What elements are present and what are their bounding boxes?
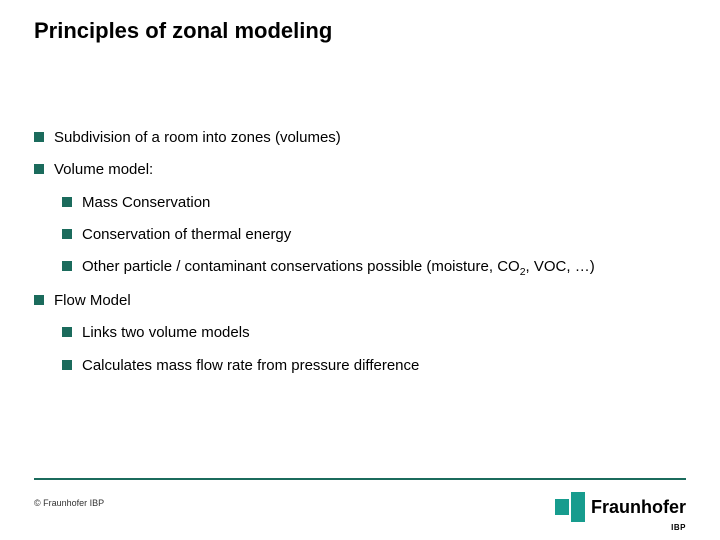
bullet-text: Volume model:: [54, 160, 153, 180]
square-bullet-icon: [62, 197, 72, 207]
square-bullet-icon: [62, 229, 72, 239]
square-bullet-icon: [34, 132, 44, 142]
bullet-text: Mass Conservation: [82, 193, 210, 213]
fraunhofer-logo-subtext: IBP: [671, 523, 686, 532]
square-bullet-icon: [62, 261, 72, 271]
fraunhofer-logo-icon: [555, 492, 585, 522]
fraunhofer-logo: Fraunhofer: [555, 492, 686, 522]
bullet-text: Flow Model: [54, 291, 131, 311]
bullet-text: Calculates mass flow rate from pressure …: [82, 356, 419, 376]
bullet-item: Volume model:: [34, 160, 674, 180]
bullet-text: Links two volume models: [82, 323, 250, 343]
bullet-subitem: Other particle / contaminant conservatio…: [62, 257, 674, 279]
bullet-subitem: Conservation of thermal energy: [62, 225, 674, 245]
slide: Principles of zonal modeling Subdivision…: [0, 0, 720, 540]
bullet-subitem: Calculates mass flow rate from pressure …: [62, 356, 674, 376]
footer-divider: [34, 478, 686, 480]
square-bullet-icon: [34, 295, 44, 305]
bullet-subitem: Mass Conservation: [62, 193, 674, 213]
square-bullet-icon: [62, 360, 72, 370]
bullet-text: Subdivision of a room into zones (volume…: [54, 128, 341, 148]
text-fragment: , VOC, …): [526, 258, 595, 275]
slide-title: Principles of zonal modeling: [34, 18, 332, 44]
square-bullet-icon: [34, 164, 44, 174]
copyright-text: © Fraunhofer IBP: [34, 498, 104, 508]
bullet-item: Flow Model: [34, 291, 674, 311]
content-area: Subdivision of a room into zones (volume…: [34, 128, 674, 388]
bullet-text: Other particle / contaminant conservatio…: [82, 257, 595, 279]
square-bullet-icon: [62, 327, 72, 337]
bullet-text: Conservation of thermal energy: [82, 225, 291, 245]
bullet-subitem: Links two volume models: [62, 323, 674, 343]
fraunhofer-logo-text: Fraunhofer: [591, 498, 686, 516]
bullet-item: Subdivision of a room into zones (volume…: [34, 128, 674, 148]
text-fragment: Other particle / contaminant conservatio…: [82, 258, 520, 275]
